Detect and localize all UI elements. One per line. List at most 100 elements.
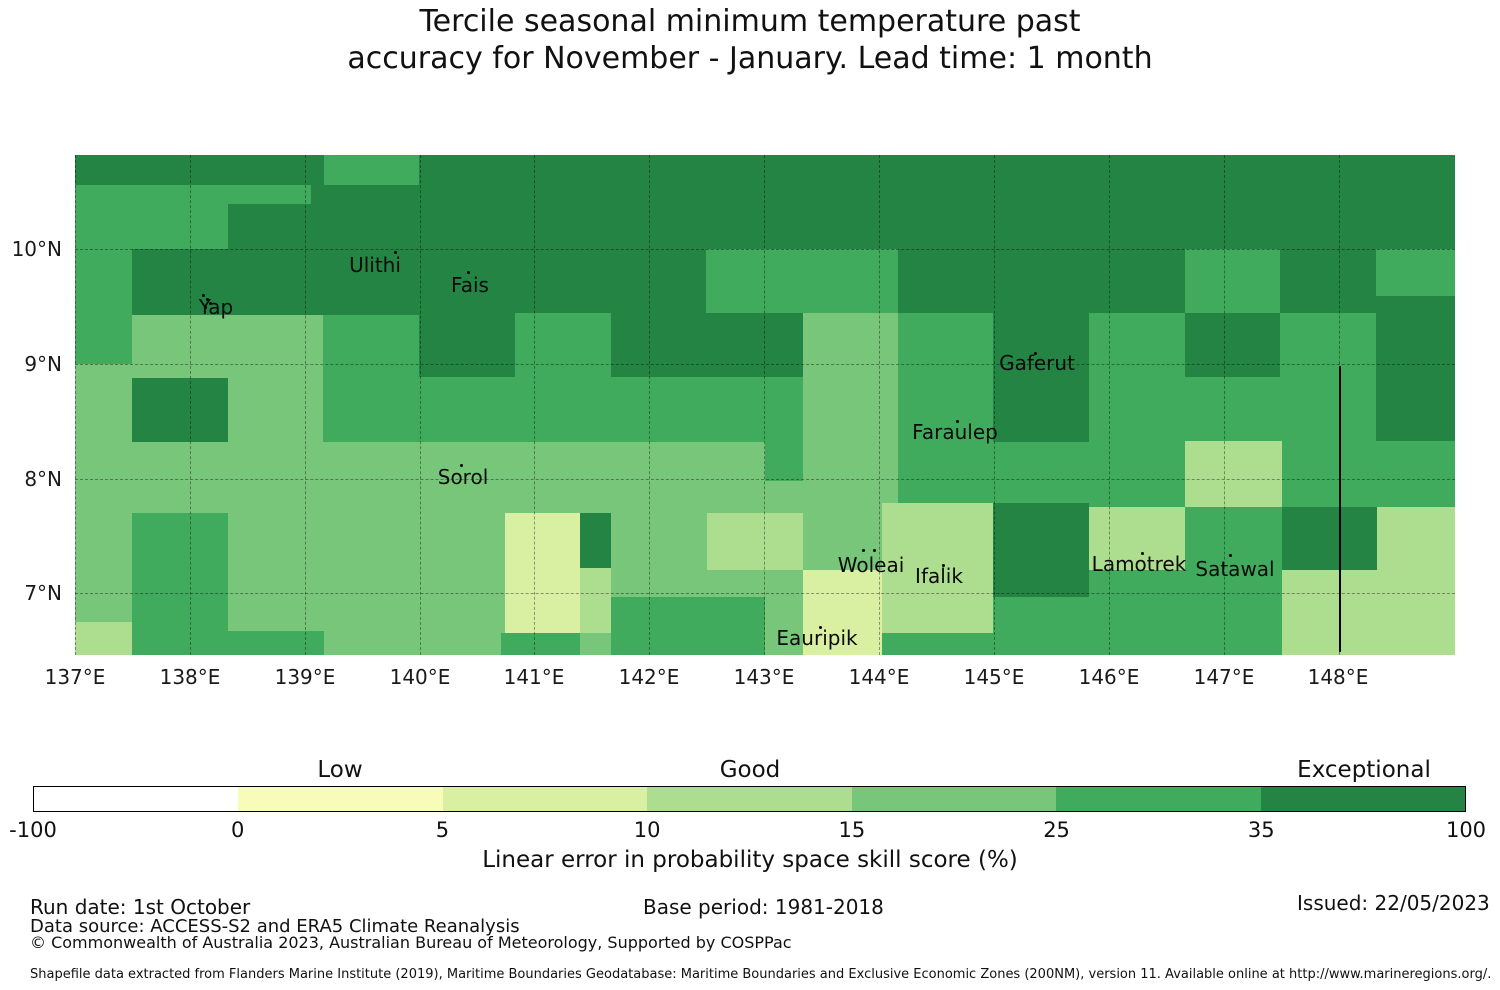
island-label-sorol: Sorol [437,465,489,489]
island-label-satawal: Satawal [1195,557,1275,581]
longitude-gridline [1224,155,1225,655]
map-cell [611,597,765,655]
map-cell [1089,313,1185,507]
island-marker-dot [209,302,212,305]
map-cell [515,313,611,377]
map-cell [228,513,505,633]
colorbar-segment-15-25 [851,787,1057,811]
longitude-tick-label: 138°E [159,665,221,689]
skill-category-label-exceptional: Exceptional [1297,757,1431,783]
map-cell [993,597,1089,655]
map-cell [1185,441,1282,507]
longitude-gridline [879,155,880,655]
map-cell [993,442,1089,503]
map-cell [419,377,515,442]
longitude-tick-label: 139°E [274,665,336,689]
skill-category-label-low: Low [317,757,363,783]
map-cell [132,513,228,655]
longitude-gridline [420,155,421,655]
copyright-text: © Commonwealth of Australia 2023, Austra… [30,933,792,952]
map-cell [75,622,132,655]
island-label-ifalik: Ifalik [915,564,963,588]
island-marker-dot [862,549,865,552]
map-cell [1089,570,1185,655]
map-cell [803,507,882,570]
map-cell [803,313,898,507]
map-cell [882,633,993,655]
longitude-tick-label: 143°E [733,665,795,689]
colorbar-tick-label: 0 [231,818,245,842]
map-cell [75,249,132,364]
colorbar-segment-35-100 [1260,787,1465,811]
latitude-tick-label: 7°N [24,581,62,605]
island-marker-dot [394,251,397,254]
data-source-text: Data source: ACCESS-S2 and ERA5 Climate … [30,916,520,937]
map-cell [75,185,228,249]
longitude-tick-label: 148°E [1307,665,1369,689]
longitude-gridline [305,155,306,655]
map-canvas: Yap Ulithi Fais Sorol Gaferut Faraulep Woleai I… [75,155,1455,655]
map-cell [228,378,323,442]
latitude-gridline [75,364,1455,365]
colorbar-segment-5-10 [442,787,648,811]
latitude-gridline [75,479,1455,480]
island-marker-dot [873,549,876,552]
chart-title-line-1: Tercile seasonal minimum temperature pas… [419,4,1081,39]
longitude-gridline [534,155,535,655]
colorbar [33,786,1466,812]
map-cell [228,185,311,204]
longitude-gridline [75,155,76,655]
base-period-text: Base period: 1981-2018 [643,895,884,919]
map-cell [1089,507,1185,570]
map-cell [501,633,580,655]
chart-title-line-2: accuracy for November - January. Lead ti… [347,41,1153,76]
colorbar-tick-label: 35 [1247,818,1275,842]
island-label-yap: Yap [198,295,234,319]
map-cell [1185,377,1280,441]
map-cell [803,570,882,655]
longitude-gridline [649,155,650,655]
island-marker-dot [206,298,209,301]
latitude-tick-label: 9°N [24,352,62,376]
map-cell [75,442,803,513]
map-cell [505,513,580,633]
map-cell [228,631,324,655]
longitude-tick-label: 140°E [389,665,451,689]
longitude-gridline [994,155,995,655]
latitude-tick-label: 10°N [11,237,62,261]
colorbar-segment-10-15 [647,787,852,811]
map-cell [707,570,803,597]
longitude-gridline [190,155,191,655]
island-marker-dot [460,464,463,467]
latitude-tick-label: 8°N [24,467,62,491]
map-cell [1377,507,1455,570]
map-cell [580,568,611,633]
map-cell [324,633,501,655]
island-label-eauripik: Eauripik [776,626,858,650]
island-marker-dot [202,294,205,297]
colorbar-tick-label: 100 [1445,818,1487,842]
colorbar-segment--100-0 [34,787,239,811]
island-label-fais: Fais [451,273,489,297]
colorbar-tick-label: -100 [9,818,57,842]
island-label-ulithi: Ulithi [349,253,401,277]
map-cell [611,513,707,597]
skill-category-label-good: Good [719,757,781,783]
map-cell [1280,313,1376,441]
colorbar-tick-label: 25 [1043,818,1070,842]
island-label-gaferut: Gaferut [999,351,1075,375]
island-marker-dot [1141,552,1144,555]
island-marker-dot [956,420,959,423]
island-label-faraulep: Faraulep [912,420,998,444]
map-cell [706,249,898,313]
map-cell [765,442,803,481]
map-cell [707,513,803,570]
map-cell [898,313,993,503]
map-cell [1282,570,1455,655]
eez-boundary-line [1339,366,1341,652]
longitude-tick-label: 141°E [503,665,565,689]
colorbar-tick-label: 10 [633,818,661,842]
longitude-tick-label: 147°E [1193,665,1255,689]
map-cell [765,597,803,655]
island-marker-dot [1034,352,1037,355]
